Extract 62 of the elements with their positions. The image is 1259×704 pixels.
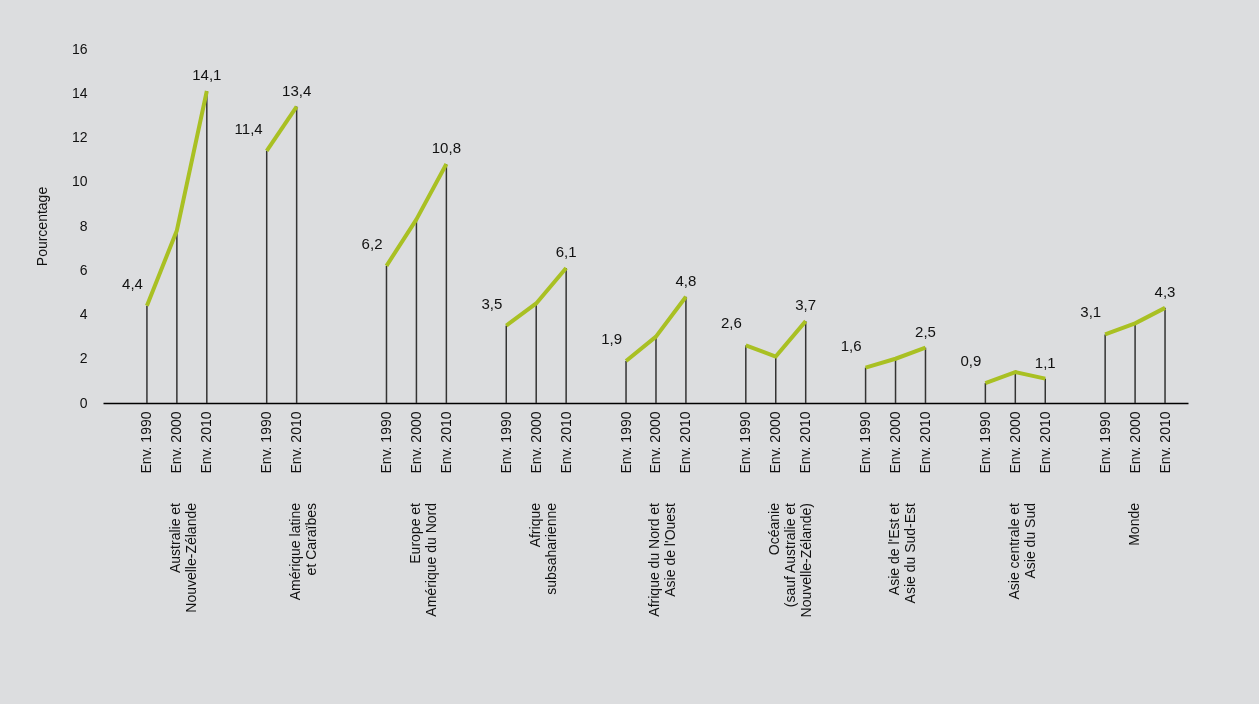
text: Australie et Nouvelle-Zélande	[167, 502, 200, 613]
data-label: 14,1	[192, 66, 222, 84]
x-tick-label: Env. 2000	[647, 411, 664, 474]
y-tick-label: 14	[71, 84, 88, 101]
data-label: 3,5	[481, 294, 503, 312]
x-tick-label: Env. 2000	[168, 411, 185, 474]
x-tick-label: Env. 2010	[1036, 411, 1053, 474]
x-tick-label: Env. 2010	[288, 411, 305, 474]
data-label: 6,1	[555, 243, 577, 261]
data-label: 3,1	[1080, 303, 1102, 321]
data-label: 2,5	[915, 322, 936, 340]
data-label: 2,6	[720, 314, 742, 332]
data-label: 3,7	[795, 296, 817, 314]
data-label: 0,9	[960, 352, 982, 370]
x-tick-label: Env. 1990	[377, 411, 394, 474]
text: Asie centrale et Asie du Sud	[1005, 502, 1038, 600]
y-tick-label: 4	[79, 306, 88, 322]
text: Océanie (sauf Australie et Nouvelle-Zélande)	[766, 502, 815, 618]
x-tick-label: Env. 2000	[767, 411, 784, 474]
x-tick-label: Env. 1990	[258, 411, 275, 474]
data-label: 1,6	[840, 336, 862, 354]
x-tick-label: Env. 2010	[797, 411, 814, 474]
y-axis-title: Pourcentage	[33, 186, 50, 267]
x-tick-label: Env. 2000	[407, 411, 424, 474]
data-label: 1,1	[1034, 353, 1056, 371]
data-label: 4,4	[122, 274, 143, 292]
y-tick-label: 2	[79, 350, 88, 367]
x-tick-label: Env. 2000	[887, 411, 904, 474]
y-tick-label: 10	[71, 173, 88, 190]
data-label: 4,8	[675, 271, 697, 289]
y-tick-label: 8	[79, 217, 88, 234]
x-tick-label: Env. 2000	[1006, 411, 1023, 474]
y-tick-label: 0	[79, 394, 88, 411]
text: Amérique latine et Caraïbes	[287, 502, 320, 601]
y-tick-label: 6	[79, 261, 88, 278]
data-label: 13,4	[282, 81, 312, 99]
text: Afrique subsaharienne	[526, 502, 559, 595]
data-label: 11,4	[234, 119, 263, 137]
x-tick-label: Env. 1990	[1096, 411, 1113, 474]
text: Afrique du Nord et Asie de l'Ouest	[646, 502, 679, 617]
text: Monde	[1125, 502, 1142, 546]
text: Asie de l'Est et Asie du Sud-Est	[886, 502, 919, 604]
x-tick-label: Env. 1990	[138, 411, 155, 474]
data-label: 10,8	[431, 139, 461, 157]
x-tick-label: Env. 2010	[557, 411, 574, 474]
x-tick-label: Env. 1990	[617, 411, 634, 474]
x-tick-label: Env. 2010	[916, 411, 933, 474]
x-tick-label: Env. 2000	[1126, 411, 1143, 474]
x-tick-label: Env. 2010	[437, 411, 454, 474]
data-label: 6,2	[361, 234, 383, 252]
y-tick-label: 12	[71, 129, 88, 145]
x-tick-label: Env. 1990	[737, 411, 754, 474]
x-tick-label: Env. 1990	[497, 411, 514, 474]
x-tick-label: Env. 2000	[527, 411, 544, 474]
data-label: 1,9	[601, 329, 623, 347]
x-tick-label: Env. 2010	[677, 411, 694, 474]
x-tick-label: Env. 2010	[1156, 411, 1173, 474]
x-tick-label: Env. 1990	[857, 411, 874, 474]
y-tick-label: 16	[71, 40, 88, 57]
data-label: 4,3	[1154, 282, 1176, 300]
x-tick-label: Env. 2010	[198, 411, 215, 474]
x-tick-label: Env. 1990	[976, 411, 993, 474]
